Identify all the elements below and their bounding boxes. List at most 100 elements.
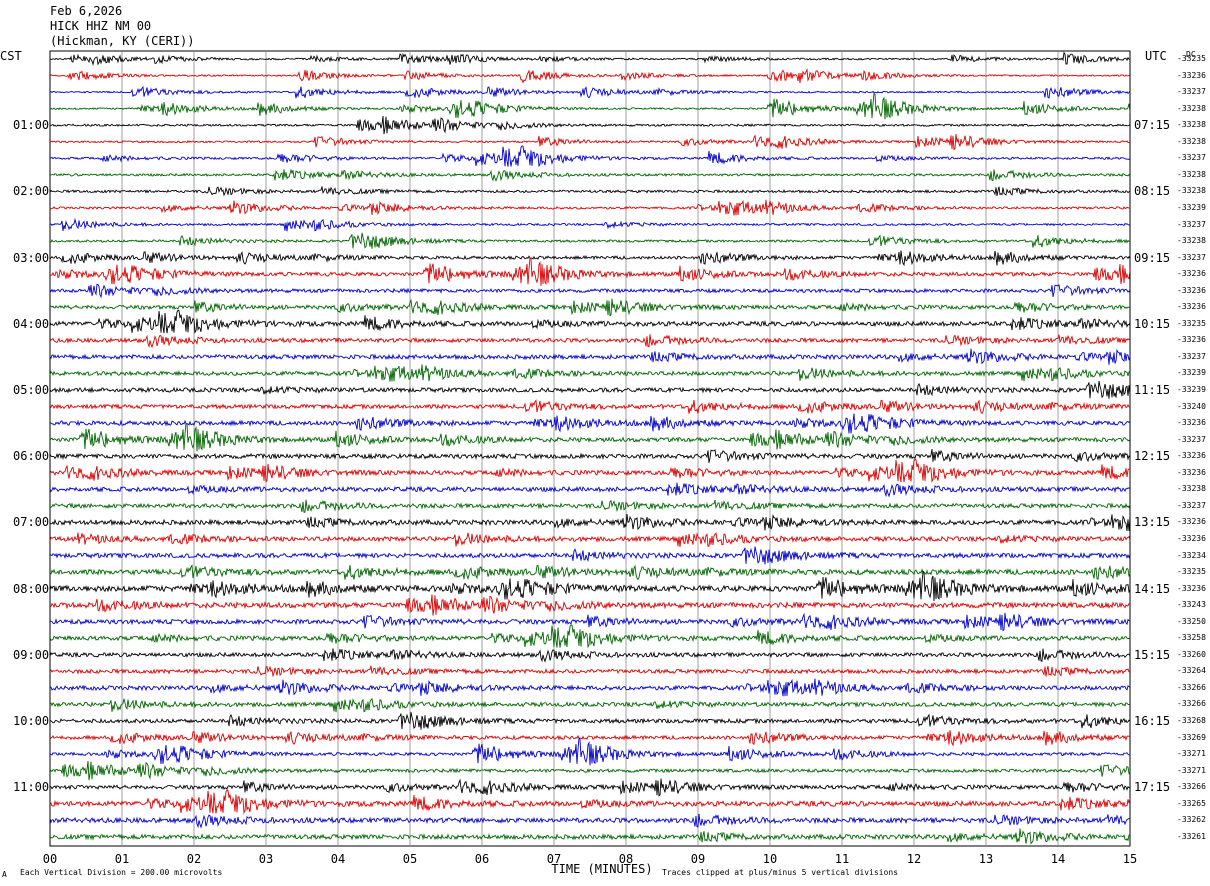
seismic-trace <box>49 449 1131 463</box>
x-tick-label: 02 <box>186 852 202 866</box>
seismic-trace <box>49 737 1131 766</box>
seismic-trace <box>49 309 1131 334</box>
cst-hour-label: 08:00 <box>13 581 50 596</box>
seismic-trace <box>50 678 1131 697</box>
scale-note: Each Vertical Division = 200.00 microvol… <box>20 868 223 877</box>
seismic-trace <box>49 86 1131 99</box>
utc-hour-label: 10:15 <box>1134 316 1171 331</box>
seismic-trace <box>49 133 1131 151</box>
dc-offset-label: -33238 <box>1177 484 1206 494</box>
seismic-trace <box>49 789 1131 815</box>
seismic-trace <box>49 199 1131 216</box>
seismic-trace <box>49 730 1131 747</box>
x-tick-label: 12 <box>906 852 922 866</box>
seismic-trace <box>50 217 1131 232</box>
cst-hour-label: 07:00 <box>13 515 50 530</box>
x-tick-label: 07 <box>546 852 562 866</box>
dc-offset-label: -33258 <box>1177 633 1206 643</box>
footer-mark: A <box>2 870 7 879</box>
cst-hour-label: 06:00 <box>13 449 50 464</box>
station-code: HICK HHZ NM 00 <box>50 19 152 33</box>
dc-offset-label: -33237 <box>1177 153 1206 163</box>
cst-axis-label: CST <box>0 49 22 63</box>
seismic-trace <box>49 145 1131 168</box>
x-tick-label: 03 <box>258 852 274 866</box>
dc-offset-label: -33238 <box>1177 169 1206 179</box>
dc-offset-label: -33236 <box>1177 451 1206 461</box>
utc-axis-label: UTC <box>1145 49 1167 63</box>
x-axis-title: TIME (MINUTES) <box>551 862 653 876</box>
x-tick-label: 14 <box>1050 852 1066 866</box>
seismic-trace <box>49 513 1131 531</box>
seismic-trace <box>49 813 1131 829</box>
cst-hour-label: 05:00 <box>13 383 50 397</box>
seismic-trace <box>49 665 1131 678</box>
utc-hour-label: 12:15 <box>1134 449 1171 464</box>
dc-offset-label: -33250 <box>1177 616 1206 626</box>
dc-offset-label: -33238 <box>1177 236 1206 246</box>
utc-hour-label: 07:15 <box>1134 118 1171 133</box>
cst-hour-label: 04:00 <box>13 316 50 331</box>
seismic-trace <box>49 422 1131 452</box>
dc-offset-label: -33261 <box>1177 831 1206 841</box>
dc-offset-label: -33236 <box>1177 302 1206 312</box>
dc-offset-label: -33271 <box>1177 749 1206 759</box>
dc-offset-label: -33236 <box>1177 285 1206 295</box>
seismic-trace <box>49 458 1131 483</box>
seismic-trace <box>49 334 1131 349</box>
seismic-trace <box>49 698 1131 713</box>
cst-hour-label: 03:00 <box>13 250 50 265</box>
dc-offset-label: -33236 <box>1177 517 1206 527</box>
dc-offset-label: -33269 <box>1177 732 1206 742</box>
seismic-trace <box>49 612 1131 632</box>
dc-offset-label: -33266 <box>1177 782 1206 792</box>
seismic-trace <box>49 348 1131 365</box>
dc-offset-label: -33262 <box>1177 815 1206 825</box>
cst-hour-label: 09:00 <box>13 647 50 662</box>
seismic-trace <box>49 546 1131 565</box>
x-tick-label: 10 <box>762 852 778 866</box>
x-tick-label: 04 <box>330 852 346 866</box>
dc-label: DC <box>1186 50 1196 59</box>
seismic-trace <box>49 364 1131 382</box>
dc-offset-label: -33271 <box>1177 765 1206 775</box>
cst-hour-label: 10:00 <box>13 714 50 728</box>
seismic-trace <box>49 68 1131 84</box>
seismic-trace <box>49 186 1131 197</box>
dc-offset-label: -33238 <box>1177 136 1206 146</box>
dc-offset-label: -33235 <box>1177 54 1206 63</box>
seismic-trace <box>49 298 1131 317</box>
dc-offset-label: -33236 <box>1177 467 1206 477</box>
seismic-trace <box>49 92 1131 120</box>
station-location: (Hickman, KY (CERI)) <box>50 34 195 48</box>
dc-offset-label: -33264 <box>1177 666 1206 676</box>
seismic-trace <box>49 168 1131 182</box>
dc-offset-label: -33236 <box>1177 70 1206 80</box>
dc-offset-label: -33266 <box>1177 699 1206 709</box>
seismic-trace <box>49 532 1131 547</box>
dc-offset-label: -33237 <box>1177 500 1206 510</box>
x-tick-label: 01 <box>114 852 130 866</box>
dc-offset-label: -33239 <box>1177 385 1206 394</box>
seismic-trace <box>49 760 1131 781</box>
utc-hour-label: 09:15 <box>1134 250 1171 265</box>
x-tick-label: 05 <box>402 852 418 866</box>
seismic-trace <box>49 250 1131 267</box>
x-tick-label: 06 <box>474 852 490 866</box>
seismic-trace <box>49 256 1131 286</box>
cst-hour-label: 02:00 <box>13 184 50 199</box>
utc-hour-label: 11:15 <box>1134 383 1171 397</box>
dc-offset-label: -33237 <box>1177 87 1206 97</box>
x-tick-label: 08 <box>618 852 634 866</box>
cst-hour-label: 11:00 <box>13 780 50 795</box>
x-tick-label: 09 <box>690 852 706 866</box>
dc-offset-label: -33237 <box>1177 252 1206 262</box>
seismic-trace <box>49 413 1131 434</box>
seismic-trace <box>49 399 1131 415</box>
dc-offset-label: -33236 <box>1177 269 1206 279</box>
dc-offset-label: -33235 <box>1177 567 1206 577</box>
dc-offset-label: -33236 <box>1177 583 1206 593</box>
utc-hour-label: 16:15 <box>1134 714 1171 728</box>
seismic-trace <box>49 482 1131 498</box>
